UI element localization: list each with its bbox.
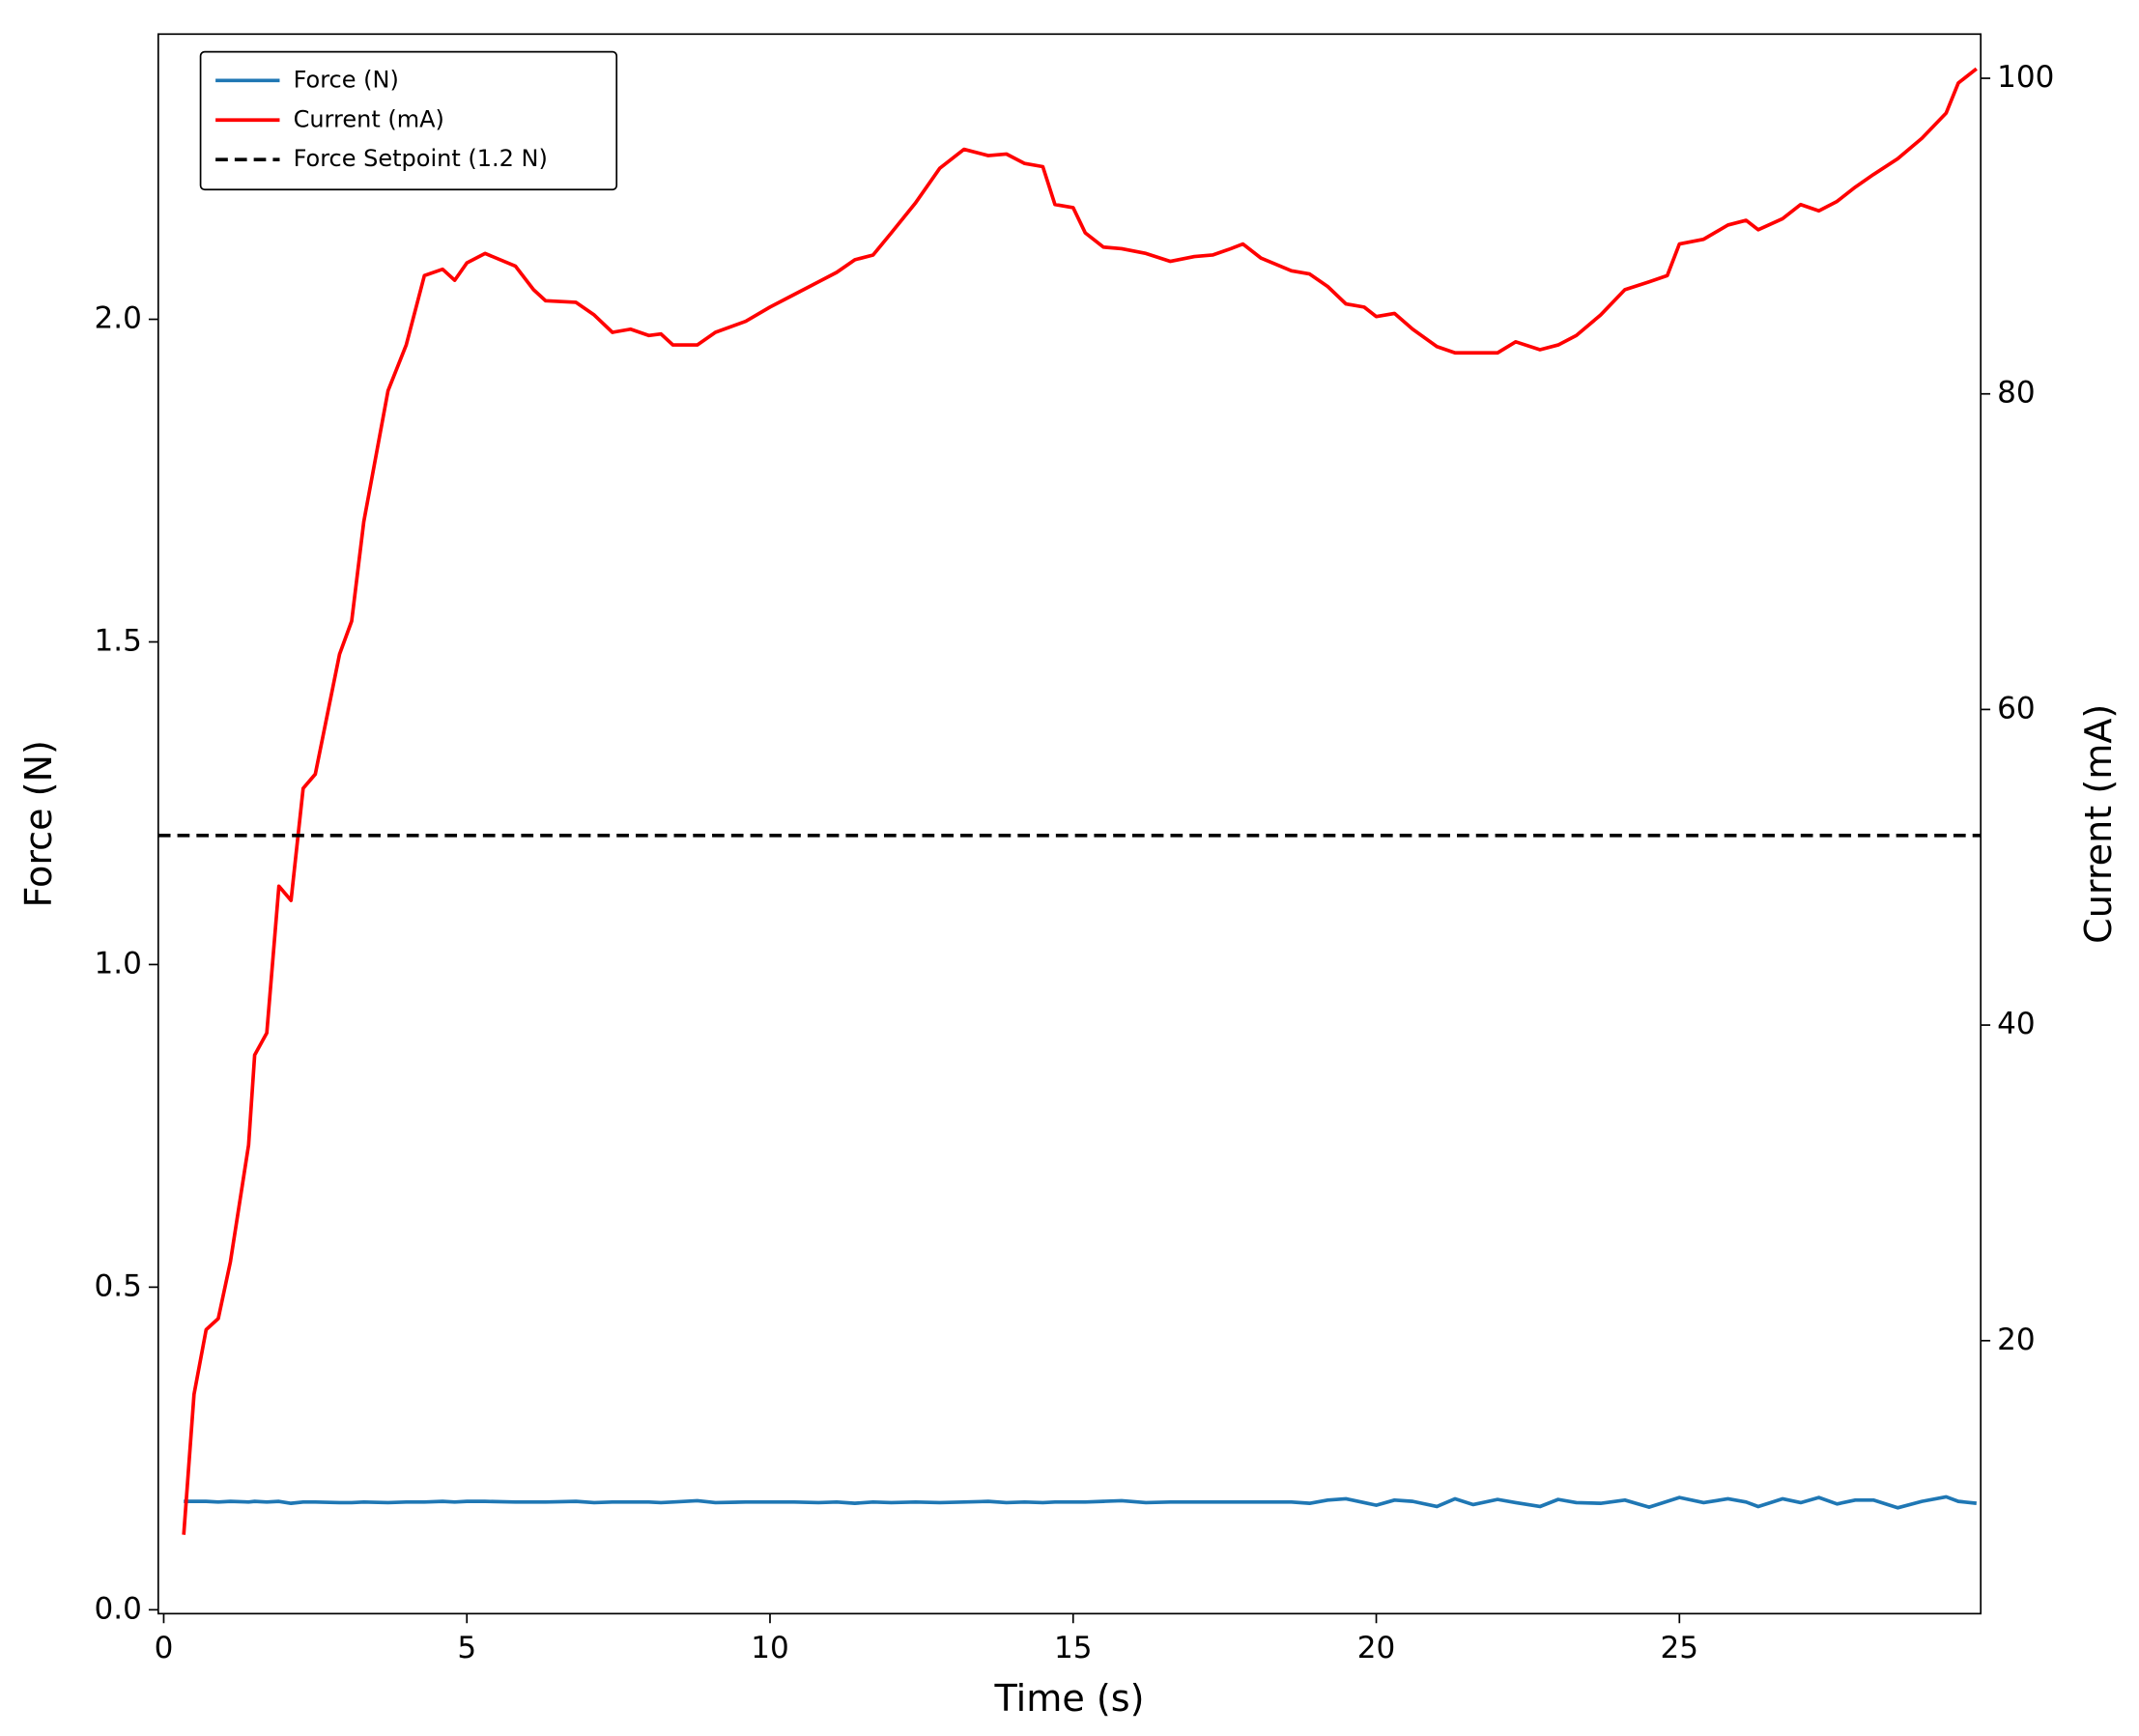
series-line — [184, 1494, 1977, 1510]
x-tick-label: 25 — [1661, 1631, 1699, 1665]
y2-tick-label: 100 — [1997, 60, 2054, 95]
y-tick-label: 0.0 — [94, 1591, 141, 1626]
y-tick-label: 1.0 — [94, 946, 141, 981]
x-tick-label: 5 — [457, 1631, 476, 1665]
legend-label: Current (mA) — [294, 105, 444, 132]
y2-tick-label: 60 — [1997, 691, 2036, 726]
y2-axis-label: Current (mA) — [2077, 704, 2120, 944]
legend-label: Force Setpoint (1.2 N) — [294, 145, 548, 172]
y-tick-label: 2.0 — [94, 301, 141, 336]
x-tick-label: 0 — [155, 1631, 174, 1665]
y-tick-label: 0.5 — [94, 1268, 141, 1303]
series-line — [182, 67, 1978, 1535]
legend-box — [199, 50, 618, 191]
x-axis-label: Time (s) — [994, 1677, 1145, 1720]
x-tick-label: 15 — [1054, 1631, 1093, 1665]
y2-tick-label: 80 — [1997, 376, 2036, 411]
legend-label: Force (N) — [294, 66, 399, 93]
y2-tick-label: 20 — [1997, 1323, 2036, 1357]
y-axis-label: Force (N) — [17, 740, 60, 907]
plot-frame — [157, 33, 1982, 1615]
x-tick-label: 10 — [751, 1631, 789, 1665]
x-tick-label: 20 — [1357, 1631, 1396, 1665]
y-tick-label: 1.5 — [94, 623, 141, 658]
y2-tick-label: 40 — [1997, 1007, 2036, 1041]
